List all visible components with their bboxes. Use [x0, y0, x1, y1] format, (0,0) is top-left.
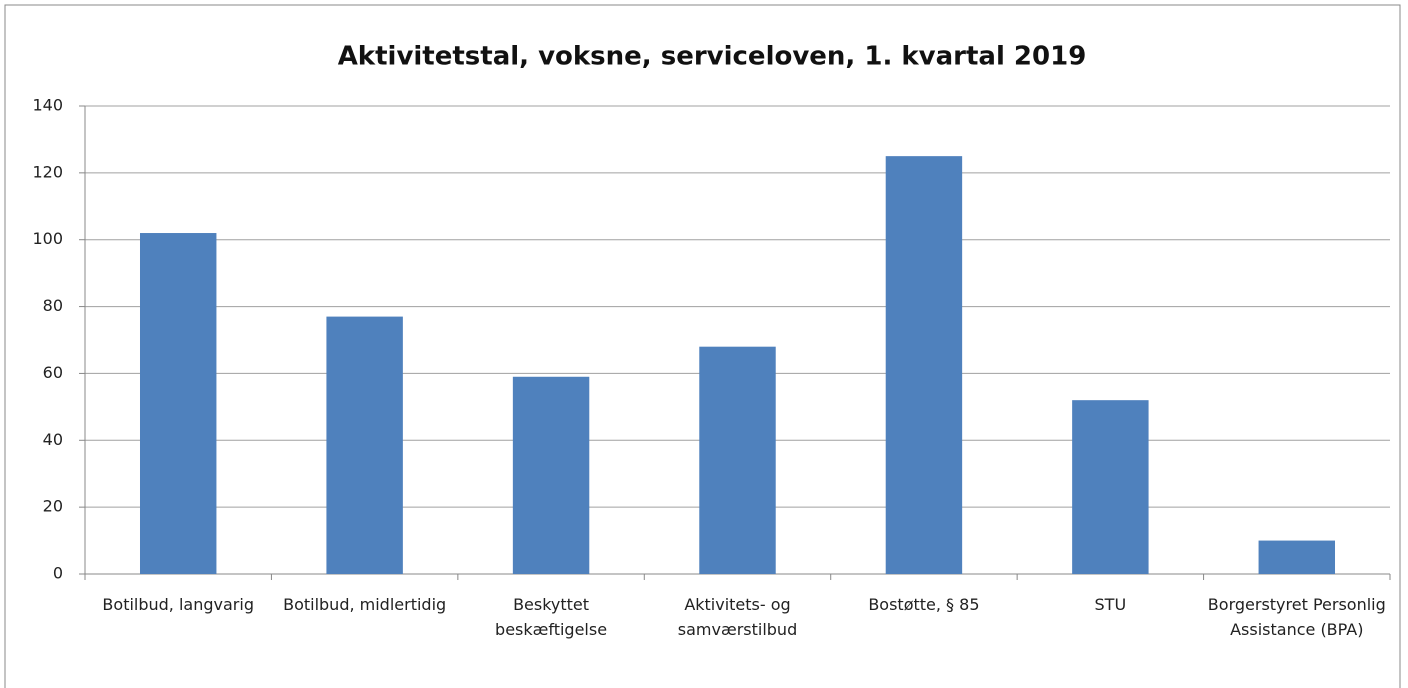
x-tick-label: Bostøtte, § 85 — [868, 595, 980, 614]
bar — [512, 376, 590, 574]
x-tick-label: Botilbud, midlertidig — [283, 595, 447, 614]
bar — [1072, 400, 1149, 574]
y-tick-label: 60 — [43, 363, 63, 382]
x-tick-label: STU — [1094, 595, 1127, 614]
x-tick-label: Aktivitets- og samværstilbud — [677, 595, 798, 639]
y-tick-label: 120 — [32, 162, 63, 181]
bar — [139, 233, 217, 574]
bar — [885, 156, 963, 574]
x-tick-label: Beskyttet beskæftigelse — [495, 595, 608, 639]
y-tick-label: 140 — [32, 96, 63, 115]
y-tick-label: 100 — [32, 229, 63, 248]
y-tick-label: 0 — [53, 564, 63, 583]
bar — [1258, 540, 1336, 574]
bar — [699, 346, 776, 574]
x-tick-label: Botilbud, langvarig — [102, 595, 254, 614]
y-tick-label: 80 — [43, 296, 63, 315]
y-tick-label: 40 — [43, 430, 63, 449]
y-tick-label: 20 — [43, 497, 63, 516]
bar — [326, 316, 403, 574]
x-tick-label: Borgerstyret Personlig Assistance (BPA) — [1207, 595, 1386, 639]
chart-title: Aktivitetstal, voksne, serviceloven, 1. … — [338, 42, 1087, 72]
